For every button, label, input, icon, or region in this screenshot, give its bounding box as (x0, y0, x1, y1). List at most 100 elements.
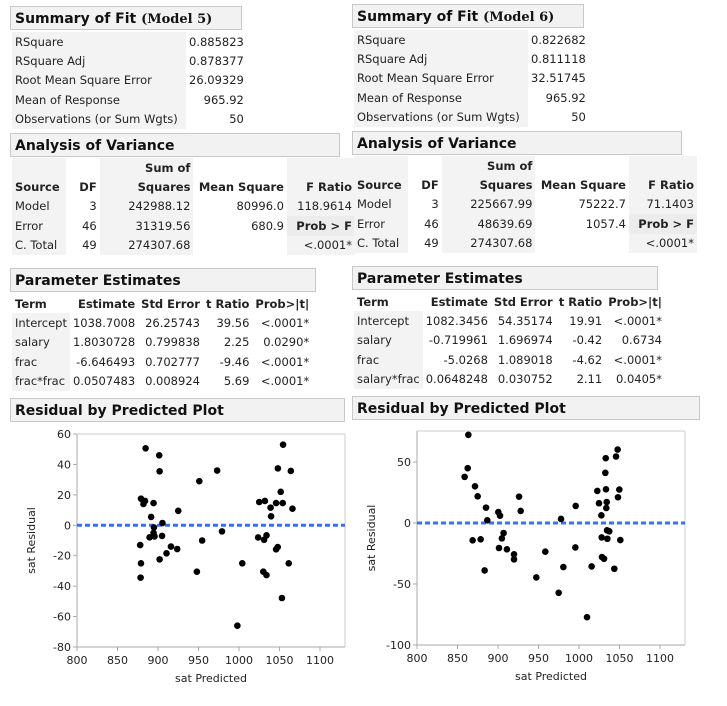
data-point (146, 534, 153, 541)
summary-row: Mean of Response 965.92 (354, 88, 589, 108)
data-point (255, 498, 263, 506)
params-cell: 0.799838 (145, 335, 200, 350)
data-point (137, 574, 144, 581)
residual-by-predicted-plot[interactable]: -80 -60 -40 -20 0 20 40 60 800 850 900 950 1000 1050 1… (10, 424, 355, 706)
data-point (469, 537, 476, 544)
anova-cell: C. Total (354, 233, 408, 253)
residual-plot-header[interactable]: Residual by Predicted Plot (10, 398, 345, 422)
params-cell: -0.42 (572, 333, 603, 348)
data-point (602, 486, 610, 493)
anova-header-top: Sum of (354, 156, 697, 176)
data-point (498, 535, 506, 542)
anova-cell: 680.9 (251, 218, 284, 233)
data-point (213, 467, 221, 474)
residual-plot-header[interactable]: Residual by Predicted Plot (352, 396, 700, 420)
summary-title: Summary of Fit (357, 9, 484, 25)
anova-header-top: Sum of (12, 158, 355, 178)
x-tick-label: 950 (188, 654, 209, 667)
data-point (285, 560, 293, 567)
summary-value: 32.51745 (531, 71, 586, 86)
anova-col-header: F Ratio (287, 177, 355, 197)
anova-cell: 274307.68 (441, 233, 536, 253)
params-cell: <.0001* (260, 354, 310, 369)
data-point (495, 544, 503, 552)
summary-of-fit-header[interactable]: Summary of Fit (Model 5) (10, 6, 242, 30)
anova-cell: 118.9614 (287, 196, 355, 217)
anova-cell: Model (12, 196, 66, 217)
params-cell: <.0001* (613, 314, 662, 329)
data-point (238, 560, 246, 567)
anova-col-header-top (12, 158, 66, 178)
anova-cell: 1057.4 (585, 216, 626, 231)
params-cell: frac*frac (12, 371, 70, 391)
summary-value: 0.885823 (189, 34, 244, 49)
params-row: frac -5.0268 1.089018 -4.62 <.0001* (354, 350, 665, 370)
summary-of-fit-header[interactable]: Summary of Fit (Model 6) (352, 4, 584, 28)
anova-col-header: DF (421, 178, 439, 193)
residual-by-predicted-plot[interactable]: -100 -50 0 50 800 850 900 950 1000 1050 1100 sat Pr… (352, 422, 697, 704)
anova-cell: Error (12, 216, 66, 236)
summary-row: Observations (or Sum Wgts) 50 (354, 107, 589, 127)
anova-cell: 242988.12 (99, 196, 194, 217)
params-cell: 0.0290* (263, 335, 310, 350)
anova-cell: C. Total (12, 235, 66, 255)
y-tick-label: -40 (53, 580, 71, 593)
params-cell: 0.702777 (145, 354, 200, 369)
anova-row: Error 46 48639.69 1057.4 Prob > F (354, 214, 697, 234)
anova-cell: 274307.68 (99, 235, 194, 255)
y-tick-label: -80 (53, 641, 71, 654)
data-point (267, 513, 275, 520)
data-point (254, 534, 262, 541)
analysis-of-variance-header[interactable]: Analysis of Variance (10, 133, 340, 157)
data-point (510, 556, 518, 563)
anova-col-header-top (408, 156, 442, 175)
parameter-estimates-header[interactable]: Parameter Estimates (352, 266, 658, 290)
params-row: Intercept 1038.7008 26.25743 39.56 <.0001* (12, 313, 312, 333)
data-point (289, 505, 296, 513)
data-point (465, 431, 472, 439)
anova-cell: 225667.99 (441, 194, 536, 215)
anova-cell: Model (354, 194, 408, 215)
params-cell: 1.696974 (497, 333, 553, 348)
params-cell: Intercept (354, 311, 423, 331)
data-point (150, 524, 158, 531)
data-point (267, 504, 274, 511)
params-col-header: Prob>|t| (255, 296, 310, 311)
y-axis-label: sat Residual (25, 507, 38, 574)
summary-row: Observations (or Sum Wgts) 50 (12, 109, 247, 129)
params-col-header: Term (15, 296, 47, 311)
params-cell: 0.030752 (497, 372, 553, 387)
params-cell: <.0001* (613, 352, 662, 367)
data-point (503, 546, 511, 553)
analysis-of-variance-header[interactable]: Analysis of Variance (352, 131, 682, 155)
parameter-estimates-table: Term Estimate Std Error t Ratio Prob>|t| Inte… (12, 294, 312, 391)
data-point (616, 486, 623, 493)
params-cell: Intercept (12, 313, 70, 333)
x-tick-label: 850 (107, 654, 128, 667)
params-cell: -4.62 (572, 352, 603, 367)
params-cell: frac (354, 350, 423, 370)
data-point (274, 465, 282, 472)
data-point (595, 499, 603, 507)
anova-row: Model 3 242988.12 80996.0 118.9614 (12, 196, 355, 217)
data-point (277, 488, 285, 496)
params-row: salary 1.8030728 0.799838 2.25 0.0290* (12, 332, 312, 353)
summary-label: RSquare Adj (12, 51, 186, 71)
x-axis-label: sat Predicted (515, 670, 587, 683)
anova-cell: 46 (82, 218, 97, 233)
x-tick-label: 800 (407, 652, 428, 665)
anova-row: C. Total 49 274307.68 <.0001* (354, 233, 697, 253)
data-point (496, 512, 504, 519)
anova-col-header: Mean Square (198, 180, 284, 195)
data-point (611, 565, 618, 573)
data-point (604, 535, 611, 543)
x-tick-label: 850 (447, 652, 468, 665)
y-tick-label: -50 (393, 578, 411, 591)
data-point (137, 560, 145, 567)
params-cell: 1.8030728 (72, 335, 136, 350)
anova-col-header-top (354, 156, 408, 176)
summary-label: Observations (or Sum Wgts) (354, 107, 528, 127)
params-cell: -9.46 (219, 354, 250, 369)
parameter-estimates-header[interactable]: Parameter Estimates (10, 268, 316, 292)
x-tick-label: 950 (528, 652, 549, 665)
